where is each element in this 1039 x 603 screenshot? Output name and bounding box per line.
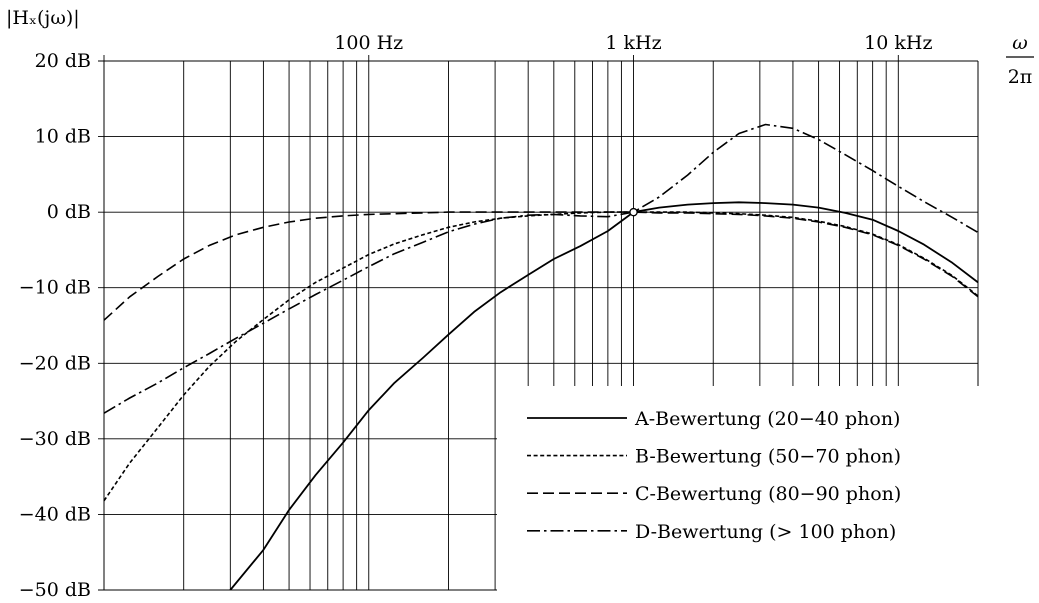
x-axis-label-numerator: ω (1012, 32, 1028, 54)
y-tick-label: −40 dB (19, 503, 91, 525)
legend-label: A-Bewertung (20−40 phon) (634, 408, 900, 430)
legend-label: D-Bewertung (> 100 phon) (635, 521, 896, 543)
x-axis-label-denominator: 2π (1008, 66, 1033, 88)
series-line-0 (229, 201, 979, 591)
series-line-2 (103, 211, 979, 321)
grid (98, 55, 979, 591)
y-tick-label: 10 dB (35, 126, 91, 148)
y-tick-label: −10 dB (19, 277, 91, 299)
x-tick-label: 1 kHz (605, 32, 661, 54)
x-tick-labels: 100 Hz 1 kHz 10 kHz (334, 32, 932, 54)
y-tick-label: −50 dB (19, 579, 91, 601)
legend: A-Bewertung (20−40 phon) B-Bewertung (50−… (527, 408, 901, 543)
y-tick-label: −20 dB (19, 352, 91, 374)
y-tick-labels: 20 dB 10 dB 0 dB −10 dB −20 dB −30 dB −40 dB −5… (19, 50, 91, 601)
reference-point (629, 207, 638, 217)
y-tick-label: 0 dB (47, 201, 91, 223)
series-line-3 (103, 123, 979, 414)
y-tick-label: −30 dB (19, 428, 91, 450)
legend-label: C-Bewertung (80−90 phon) (635, 483, 901, 505)
y-axis-label: |Hₓ(jω)| (6, 7, 80, 29)
legend-label: B-Bewertung (50−70 phon) (635, 446, 901, 468)
curves (103, 123, 979, 591)
x-tick-label: 10 kHz (864, 32, 932, 54)
y-tick-label: 20 dB (35, 50, 91, 72)
x-tick-label: 100 Hz (334, 32, 403, 54)
